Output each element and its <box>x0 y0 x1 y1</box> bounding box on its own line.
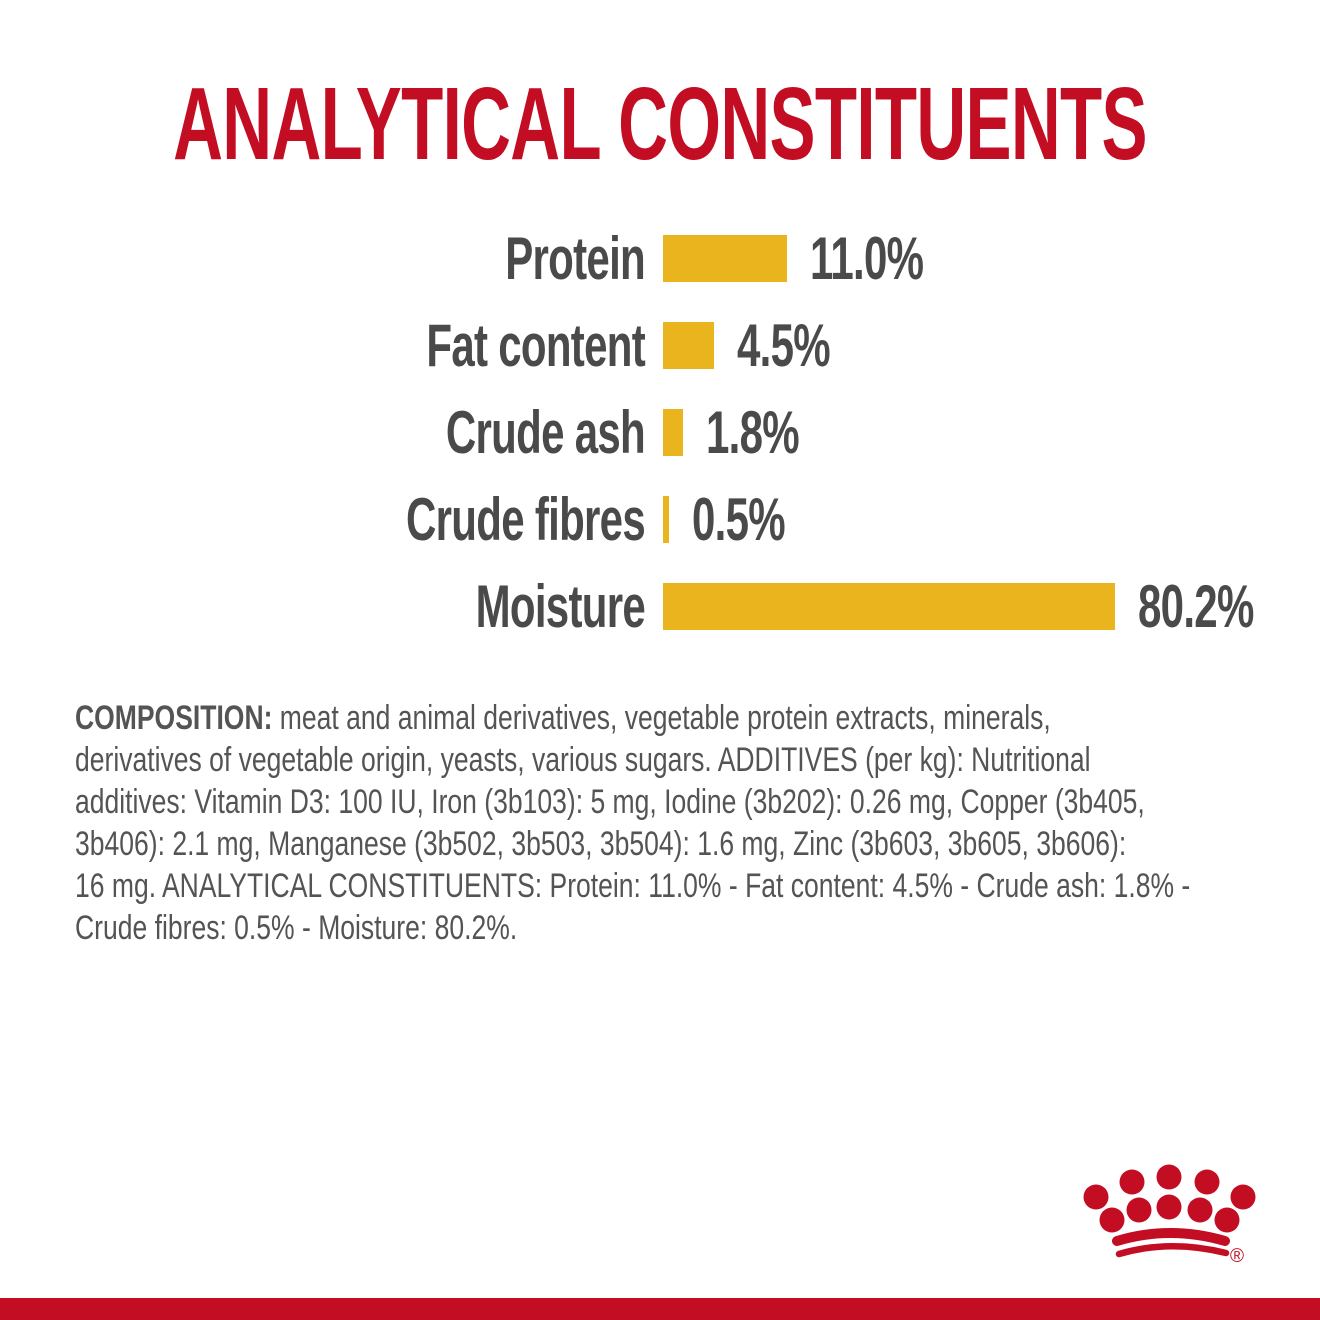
registered-mark: ® <box>1230 1246 1244 1267</box>
composition-text: 16 mg. ANALYTICAL CONSTITUENTS: Protein:… <box>75 867 1191 905</box>
constituent-value: 4.5% <box>737 312 831 379</box>
composition-line: COMPOSITION: meat and animal derivatives… <box>75 697 1051 739</box>
composition-line: 16 mg. ANALYTICAL CONSTITUENTS: Protein:… <box>75 865 1190 907</box>
constituent-bar <box>663 235 787 282</box>
constituent-bar <box>663 322 714 369</box>
composition-paragraph: COMPOSITION: meat and animal derivatives… <box>75 697 1315 949</box>
constituent-value: 80.2% <box>1138 573 1254 640</box>
composition-text: additives: Vitamin D3: 100 IU, Iron (3b1… <box>75 783 1145 821</box>
bar-row: Protein 11.0% <box>0 225 1320 292</box>
bar-row: Fat content 4.5% <box>0 312 1320 379</box>
constituent-bar <box>663 583 1115 630</box>
constituent-value: 0.5% <box>692 486 786 553</box>
bar-row: Moisture 80.2% <box>0 573 1320 640</box>
bar-row: Crude fibres 0.5% <box>0 486 1320 553</box>
composition-text: derivatives of vegetable origin, yeasts,… <box>75 741 1091 779</box>
page-title: ANALYTICAL CONSTITUENTS <box>173 66 1147 181</box>
composition-bold-prefix: COMPOSITION: <box>75 699 273 737</box>
bottom-red-strip <box>0 1298 1320 1320</box>
constituent-label: Crude fibres <box>406 486 646 553</box>
composition-line: Crude fibres: 0.5% - Moisture: 80.2%. <box>75 907 1042 949</box>
composition-line: derivatives of vegetable origin, yeasts,… <box>75 739 1091 781</box>
constituent-label: Fat content <box>426 312 645 379</box>
constituent-label: Crude ash <box>445 399 646 466</box>
royal-canin-crown-logo: ® <box>1083 1164 1256 1267</box>
constituent-label: Protein <box>505 225 645 292</box>
constituent-value: 1.8% <box>706 399 800 466</box>
bar-row: Crude ash 1.8% <box>0 399 1320 466</box>
composition-text: Crude fibres: 0.5% - Moisture: 80.2%. <box>75 909 518 947</box>
constituent-value: 11.0% <box>810 225 924 292</box>
composition-text: 3b406): 2.1 mg, Manganese (3b502, 3b503,… <box>75 825 1127 863</box>
constituent-label: Moisture <box>475 573 646 640</box>
analytical-constituents-bar-chart: Protein 11.0% Fat content 4.5% Crude ash 1.8%… <box>0 225 1320 640</box>
constituent-bar <box>663 496 669 543</box>
crown-pearls <box>1083 1164 1256 1233</box>
crown-base-arcs <box>1112 1228 1230 1258</box>
constituent-bar <box>663 409 683 456</box>
composition-line: additives: Vitamin D3: 100 IU, Iron (3b1… <box>75 781 1145 823</box>
composition-line: 3b406): 2.1 mg, Manganese (3b502, 3b503,… <box>75 823 1126 865</box>
composition-text: meat and animal derivatives, vegetable p… <box>272 699 1051 737</box>
